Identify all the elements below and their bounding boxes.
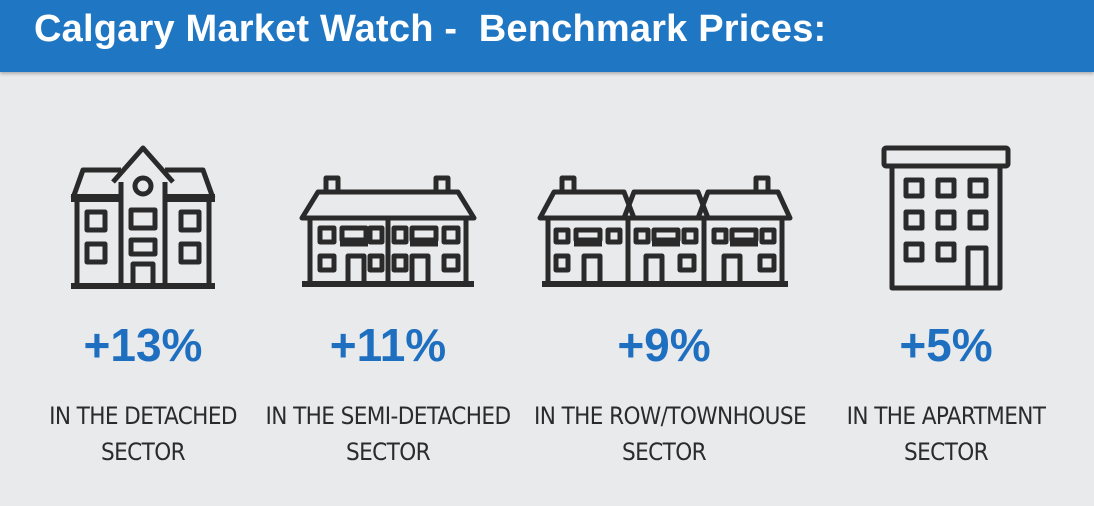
- sector-change-apartment: +5%: [899, 319, 993, 371]
- sector-label-line1: IN THE ROW/TOWNHOUSE: [534, 402, 807, 430]
- sector-label-line2: SECTOR: [345, 438, 431, 466]
- sector-change-row-townhouse: +9%: [617, 319, 711, 371]
- sector-label-line2: SECTOR: [100, 438, 186, 466]
- sector-label-line2: SECTOR: [621, 438, 707, 466]
- sector-description-apartment: IN THE APARTMENT SECTOR: [816, 398, 1076, 470]
- sector-label-line1: IN THE DETACHED: [49, 402, 237, 430]
- header-bar: Calgary Market Watch - Benchmark Prices:: [0, 0, 1094, 72]
- sector-description-semi-detached: IN THE SEMI-DETACHED SECTOR: [258, 398, 518, 470]
- sector-description-detached: IN THE DETACHED SECTOR: [13, 398, 273, 470]
- semi-detached-house-icon: [258, 130, 518, 295]
- sector-label-line1: IN THE SEMI-DETACHED: [265, 402, 512, 430]
- sector-label-line1: IN THE APARTMENT: [846, 402, 1046, 430]
- sector-change-detached: +13%: [83, 319, 203, 371]
- apartment-building-icon: [816, 130, 1076, 295]
- sector-description-row-townhouse: IN THE ROW/TOWNHOUSE SECTOR: [534, 398, 807, 470]
- detached-house-icon: [13, 130, 273, 295]
- sector-label-line2: SECTOR: [903, 438, 989, 466]
- page-title: Calgary Market Watch - Benchmark Prices:: [34, 8, 827, 50]
- row-townhouse-icon: [534, 130, 794, 295]
- sector-change-semi-detached: +11%: [329, 319, 447, 371]
